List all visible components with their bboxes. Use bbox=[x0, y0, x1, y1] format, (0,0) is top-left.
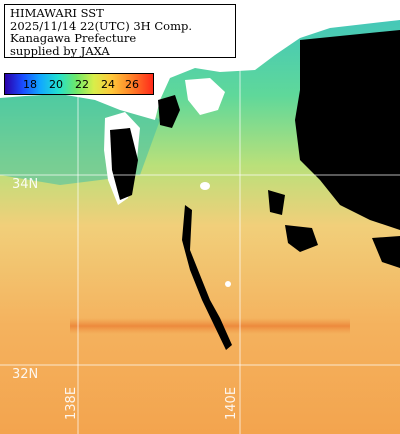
colorbar-tick: 22 bbox=[75, 78, 89, 91]
cloud-mask-east bbox=[295, 30, 400, 230]
info-datetime: 2025/11/14 22(UTC) 3H Comp. bbox=[10, 18, 193, 33]
cloud-mask-2 bbox=[372, 236, 400, 268]
lat-label-34n: 34N bbox=[12, 177, 39, 192]
cloud-mask-1 bbox=[285, 225, 318, 252]
colorbar-tick: 20 bbox=[49, 78, 63, 91]
cloud-mask-3 bbox=[268, 190, 285, 215]
small-island bbox=[225, 281, 231, 287]
oshima-island bbox=[200, 182, 210, 190]
colorbar-tick: 24 bbox=[101, 78, 115, 91]
cloud-mask-chain bbox=[182, 205, 232, 350]
lat-label-32n: 32N bbox=[12, 367, 39, 382]
info-box: HIMAWARI SST 2025/11/14 22(UTC) 3H Comp.… bbox=[4, 4, 236, 58]
info-source: supplied by JAXA bbox=[10, 43, 110, 58]
lon-label-140e: 140E bbox=[224, 386, 239, 420]
temperature-colorbar: 18 20 22 24 26 bbox=[4, 73, 154, 95]
cloud-mask-izu bbox=[110, 128, 138, 200]
colorbar-tick: 18 bbox=[23, 78, 37, 91]
warm-streak bbox=[70, 318, 350, 334]
colorbar-tick: 26 bbox=[125, 78, 139, 91]
boso-land bbox=[185, 78, 225, 115]
info-title: HIMAWARI SST bbox=[10, 6, 104, 20]
lon-label-138e: 138E bbox=[64, 386, 79, 420]
info-region: Kanagawa Prefecture bbox=[10, 31, 137, 45]
cloud-mask-bay bbox=[158, 95, 180, 128]
